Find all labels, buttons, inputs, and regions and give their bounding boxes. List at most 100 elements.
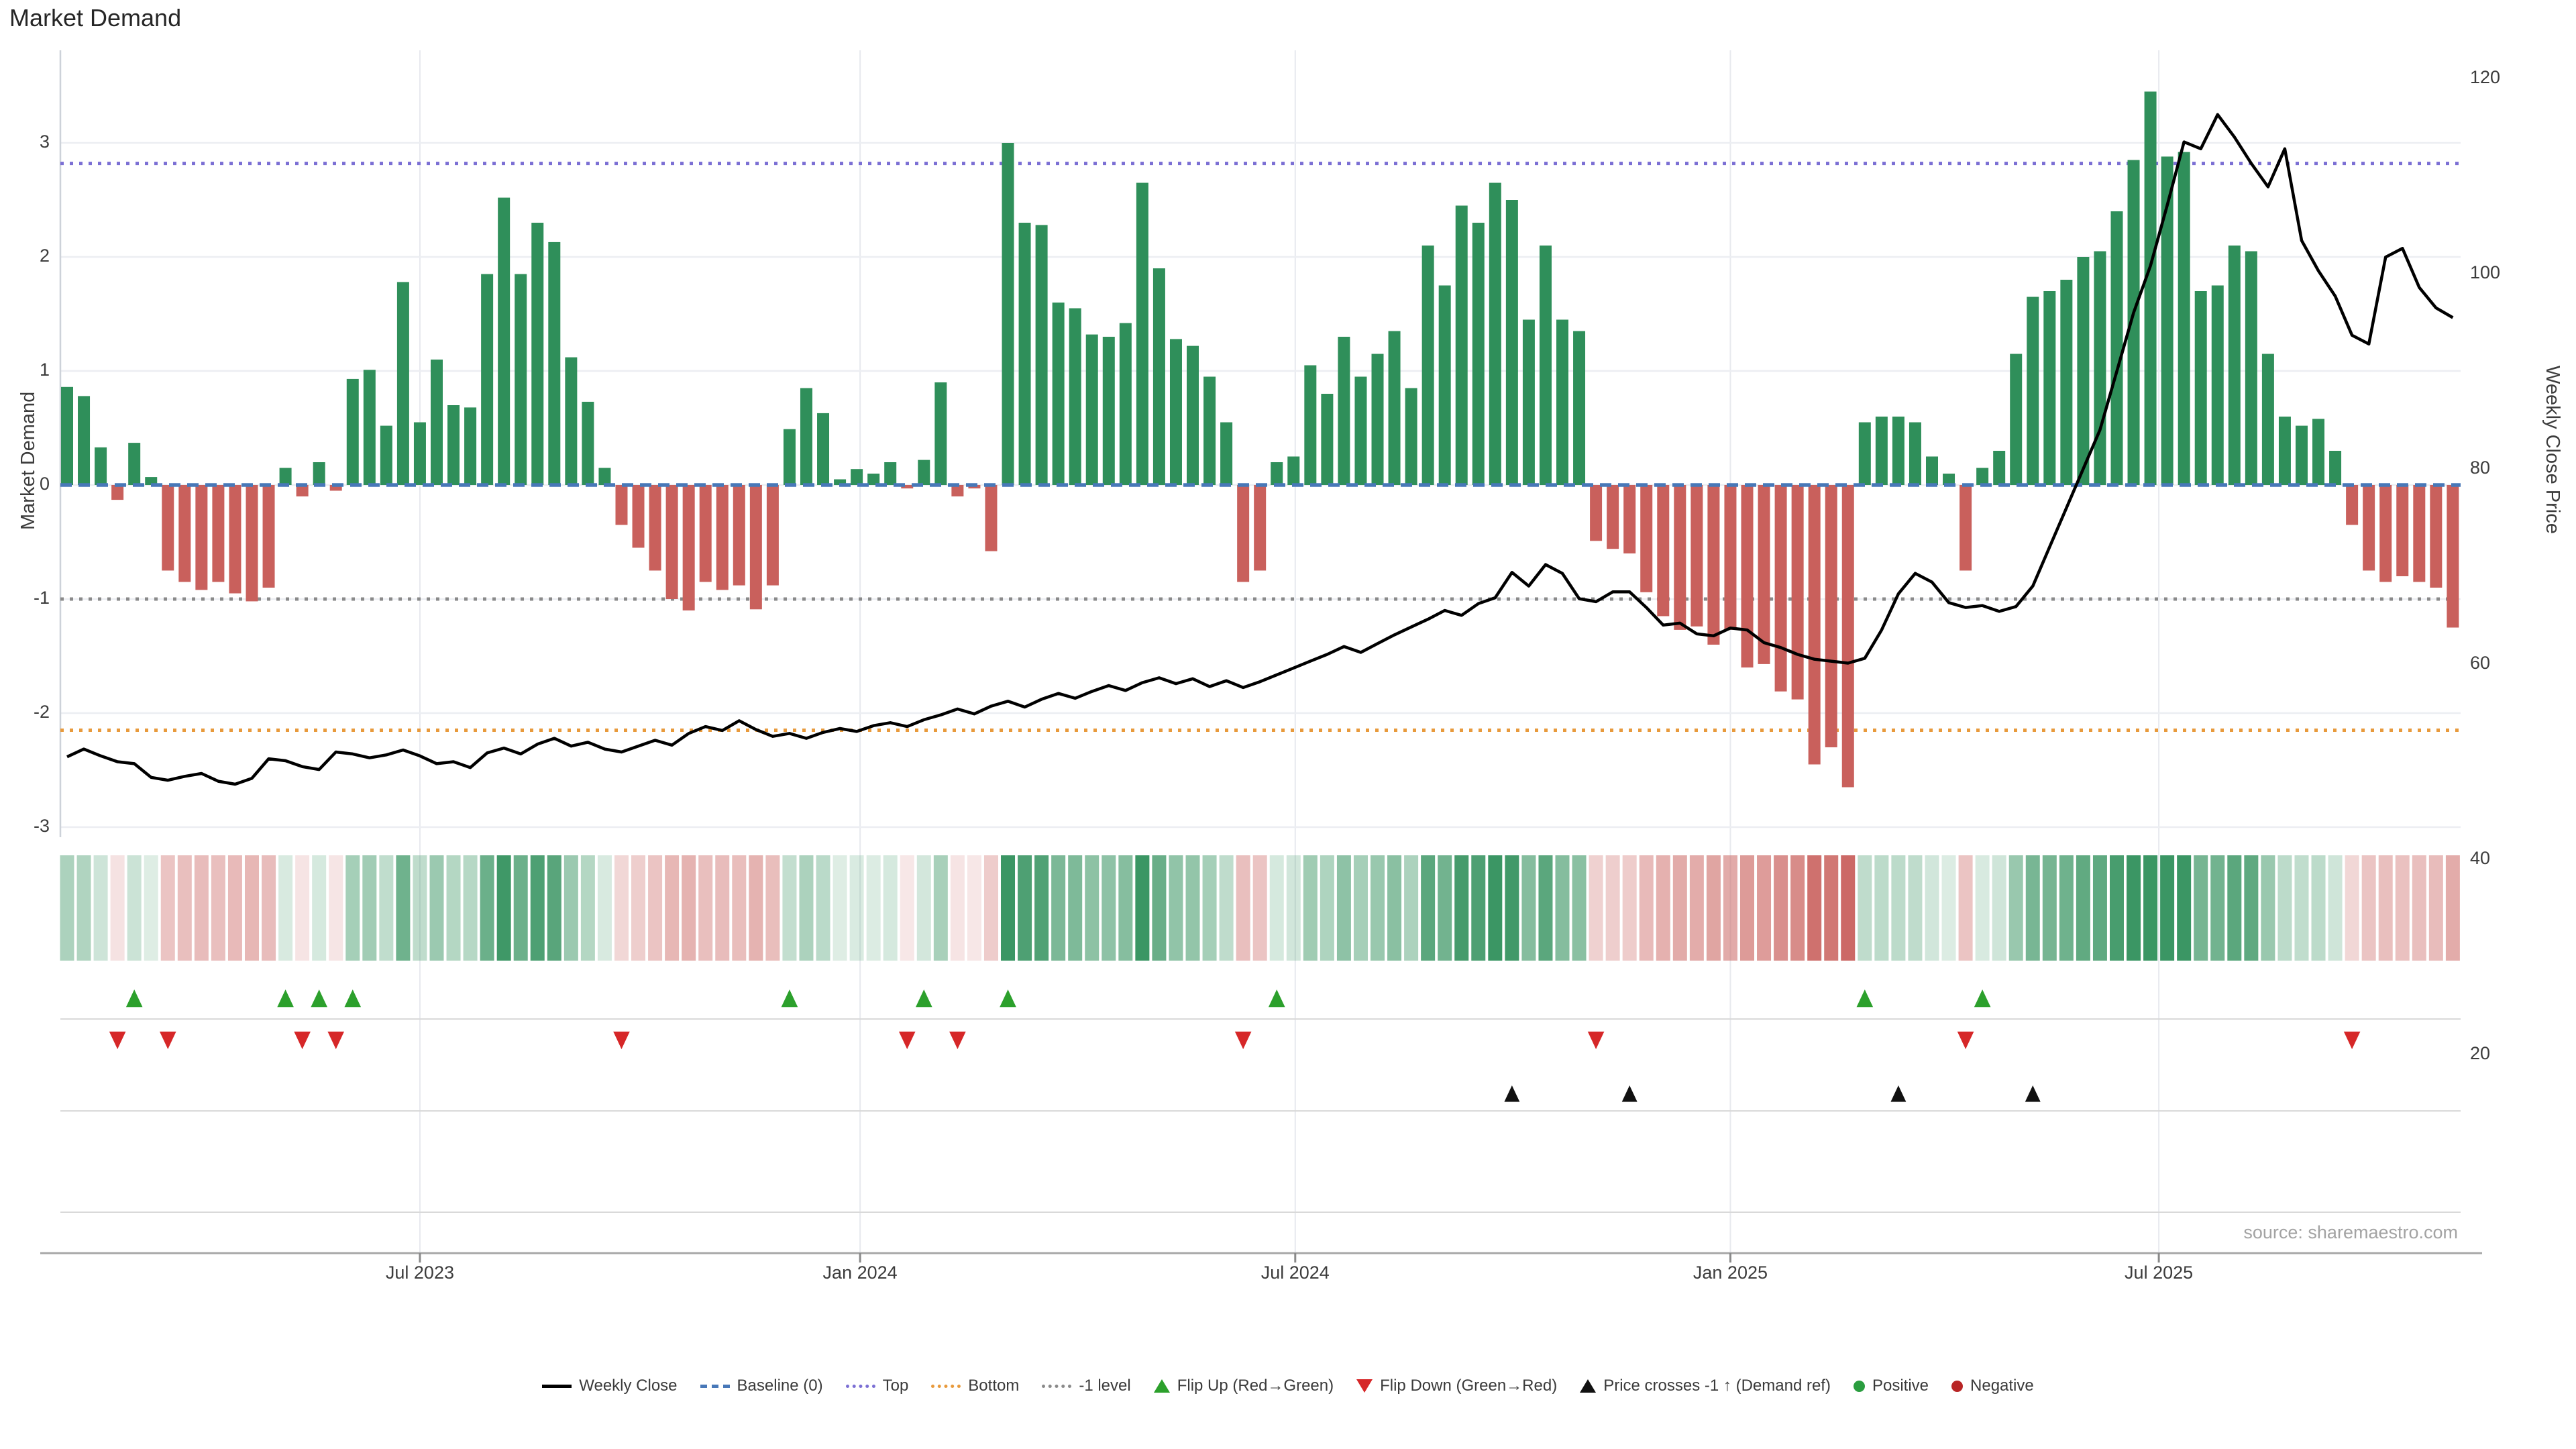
demand-bar (229, 485, 241, 594)
right-axis-tick-label: 60 (2470, 653, 2491, 673)
dashed-line-icon (700, 1384, 730, 1388)
legend: Weekly Close Baseline (0) Top Bottom -1 leve… (0, 1377, 2576, 1395)
demand-bar (2228, 246, 2241, 485)
demand-bar (1808, 485, 1821, 765)
heatmap-cell (900, 855, 914, 961)
flip-down-marker (159, 1031, 176, 1049)
heatmap-cell (1454, 855, 1469, 961)
demand-bar (632, 485, 645, 548)
demand-bar (1002, 143, 1014, 485)
demand-bar (1724, 485, 1737, 630)
demand-bar (1489, 182, 1501, 485)
heatmap-cell (2277, 855, 2292, 961)
legend-item: Positive (1853, 1377, 1929, 1395)
heatmap-cell (2445, 855, 2460, 961)
chart-title: Market Demand (9, 4, 182, 32)
demand-bars (61, 91, 2459, 788)
flip-up-marker (1000, 989, 1016, 1008)
heatmap-cell (93, 855, 108, 961)
heatmap-cell (916, 855, 931, 961)
heatmap-cell (1488, 855, 1503, 961)
demand-bar (1657, 485, 1670, 616)
demand-bar (2211, 285, 2224, 485)
price-cross-marker (1504, 1085, 1520, 1102)
heatmap-cell (1102, 855, 1116, 961)
heatmap-cell (1118, 855, 1133, 961)
heatmap-cell (2345, 855, 2359, 961)
demand-bar (346, 378, 359, 485)
left-axis-tick-label: -2 (33, 702, 50, 722)
heatmap-cell (2177, 855, 2192, 961)
demand-bar (783, 429, 796, 485)
legend-item: Bottom (931, 1377, 1019, 1395)
demand-bar (1237, 485, 1250, 582)
demand-bar (1321, 394, 1334, 485)
demand-bar (665, 485, 678, 599)
demand-bar (1304, 365, 1317, 485)
demand-bar (413, 422, 426, 485)
heatmap-cell (1404, 855, 1419, 961)
heatmap-cell (883, 855, 898, 961)
demand-bar (1943, 474, 1955, 485)
demand-bar (1976, 468, 1989, 485)
flip-up-marker (344, 989, 362, 1008)
demand-bar (212, 485, 225, 582)
demand-bar (598, 468, 611, 485)
heatmap-cell (160, 855, 175, 961)
left-axis-tick-label: 1 (39, 360, 50, 380)
flip-down-marker (949, 1031, 966, 1049)
heatmap-cell (1051, 855, 1066, 961)
heatmap-cell (480, 855, 494, 961)
price-cross-marker (1621, 1085, 1638, 1102)
demand-bar (531, 223, 544, 485)
legend-item: Negative (1951, 1377, 2034, 1395)
heatmap-cell (1841, 855, 1856, 961)
demand-bar (548, 241, 561, 485)
heatmap-cell (1891, 855, 1906, 961)
flip-up-marker (1974, 989, 1991, 1008)
demand-bar (1187, 345, 1199, 485)
demand-bar (329, 485, 342, 491)
demand-bar (918, 460, 930, 485)
right-axis-label: Weekly Close Price (2542, 366, 2563, 534)
heatmap-cell (715, 855, 730, 961)
demand-bar (2278, 417, 2291, 485)
demand-bar (2346, 485, 2359, 525)
demand-bar (1707, 485, 1720, 645)
heatmap-cell (1219, 855, 1234, 961)
heatmap-cell (799, 855, 814, 961)
heatmap-cell (2160, 855, 2175, 961)
heatmap-cell (194, 855, 209, 961)
heatmap-cell (1001, 855, 1016, 961)
flip-down-marker (1957, 1031, 1974, 1049)
demand-bar (498, 197, 511, 485)
heatmap-cell (2042, 855, 2057, 961)
demand-bar (1338, 337, 1350, 485)
demand-bar (1220, 422, 1233, 485)
heatmap-cell (1471, 855, 1486, 961)
demand-bar (1825, 485, 1837, 747)
demand-bar (1254, 485, 1267, 571)
heatmap-cell (1034, 855, 1049, 961)
triangle-up-icon (1153, 1379, 1170, 1393)
demand-bar (1102, 337, 1115, 485)
demand-heatmap-strip (60, 855, 2460, 961)
demand-bar (1354, 376, 1367, 485)
x-axis-date-label: Jan 2025 (1693, 1263, 1768, 1283)
legend-item: Weekly Close (542, 1377, 678, 1395)
heatmap-cell (1925, 855, 1939, 961)
legend-item-label: Flip Up (Red→Green) (1177, 1377, 1334, 1395)
demand-bar (951, 485, 964, 496)
heatmap-cell (1185, 855, 1200, 961)
left-axis-tick-label: -3 (33, 816, 50, 836)
demand-bar (1069, 308, 1081, 485)
demand-bar (1791, 485, 1804, 700)
left-axis-tick-label: 3 (39, 131, 50, 152)
heatmap-cell (2261, 855, 2275, 961)
demand-bar (2447, 485, 2459, 628)
heatmap-cell (177, 855, 192, 961)
heatmap-cell (396, 855, 411, 961)
demand-bar (2060, 280, 2073, 485)
demand-bar (464, 407, 477, 485)
heatmap-cell (1589, 855, 1603, 961)
